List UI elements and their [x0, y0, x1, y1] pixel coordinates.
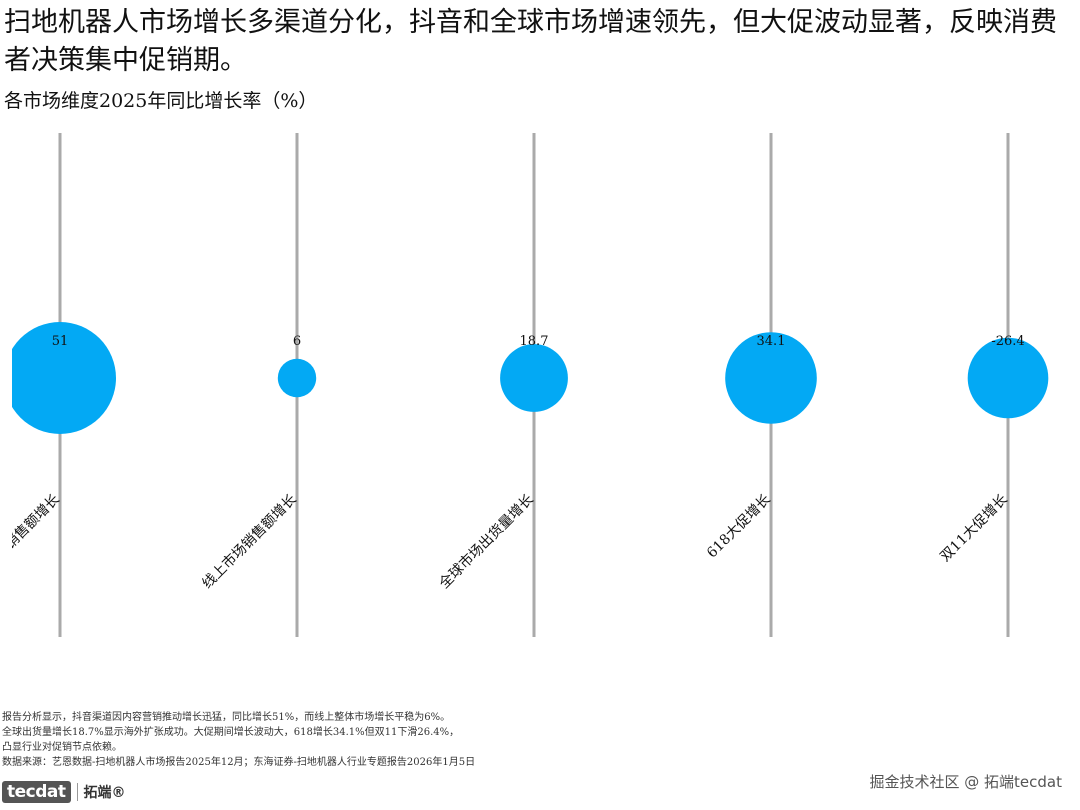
chart-title: 各市场维度2025年同比增长率（%） — [4, 90, 318, 112]
category-label: 双11大促增长 — [937, 492, 1010, 565]
category-labels: 抖音销售额增长 线上市场销售额增长 全球市场出货量增长 618大促增长 双11大促增长 — [0, 491, 1011, 592]
value-label: 18.7 — [520, 334, 549, 349]
category-label: 线上市场销售额增长 — [199, 491, 300, 592]
value-label: 51 — [52, 334, 69, 349]
logo-divider — [76, 783, 78, 801]
note-line-1: 报告分析显示，抖音渠道因内容营销推动增长迅猛，同比增长51%，而线上整体市场增长… — [2, 712, 451, 723]
source-line: 数据来源：艺恩数据-扫地机器人市场报告2025年12月；东海证券-扫地机器人行业… — [2, 757, 476, 768]
logo-mark: tecdat — [2, 781, 71, 803]
value-label: 6 — [293, 334, 301, 349]
note-line-3: 凸显行业对促销节点依赖。 — [2, 742, 122, 753]
bubble — [12, 322, 116, 434]
value-label: 34.1 — [757, 334, 786, 349]
value-label: -26.4 — [991, 334, 1024, 349]
category-label: 618大促增长 — [704, 492, 774, 562]
bubble — [967, 337, 1049, 419]
value-labels: 51 6 18.7 34.1 -26.4 — [52, 334, 1025, 349]
note-line-2: 全球出货量增长18.7%显示海外扩张成功。大促期间增长波动大，618增长34.1… — [2, 727, 460, 738]
bubble — [725, 332, 817, 424]
category-label: 抖音销售额增长 — [0, 491, 63, 572]
bubbles — [12, 322, 1049, 434]
bubble — [500, 344, 568, 412]
category-label: 全球市场出货量增长 — [436, 491, 537, 592]
watermark: 掘金技术社区 @ 拓端tecdat — [869, 773, 1063, 791]
bubble — [277, 358, 317, 398]
brand-logo: tecdat 拓端® — [2, 779, 126, 805]
analysis-notes: 报告分析显示，抖音渠道因内容营销推动增长迅猛，同比增长51%，而线上整体市场增长… — [2, 710, 622, 770]
bubble-chart: 51 6 18.7 34.1 -26.4 抖音销售额增长 线上市场销售额增长 全球市场出货量… — [0, 133, 1049, 637]
headline: 扫地机器人市场增长多渠道分化，抖音和全球市场增速领先，但大促波动显著，反映消费者… — [4, 7, 1057, 76]
logo-text: 拓端® — [83, 785, 126, 801]
